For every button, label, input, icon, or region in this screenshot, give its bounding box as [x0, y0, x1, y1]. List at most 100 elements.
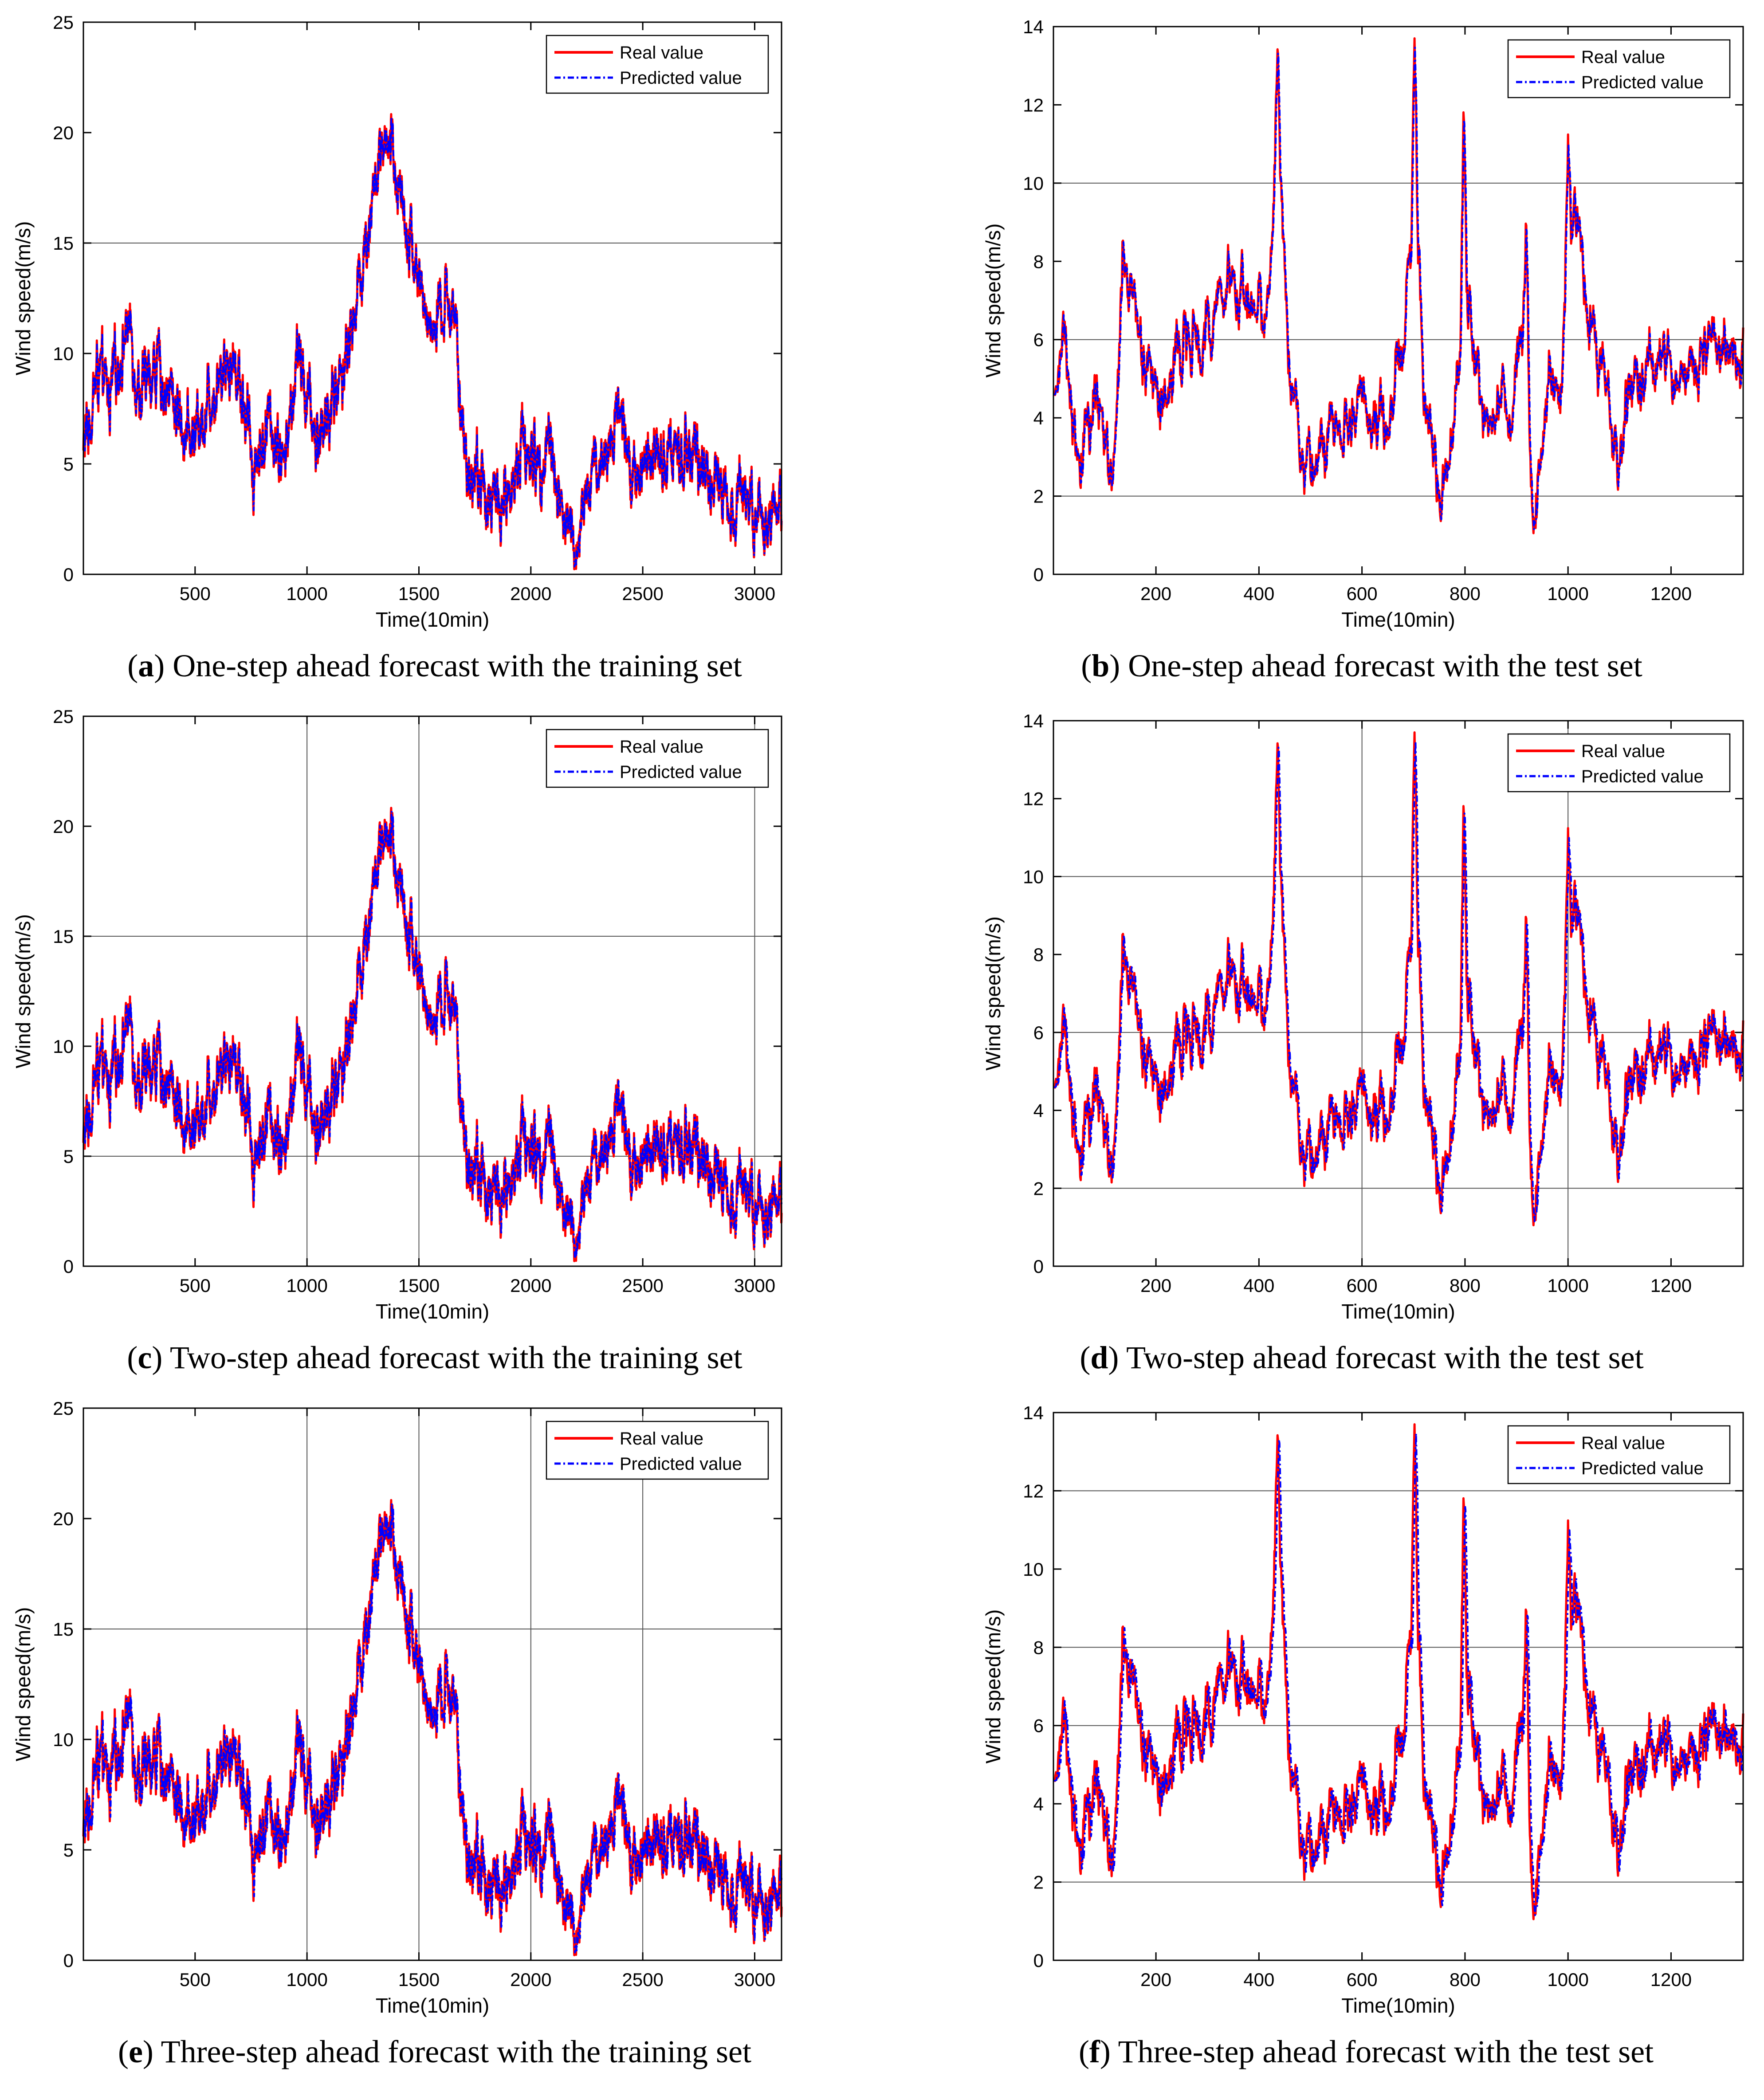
x-tick-label: 3000	[734, 583, 775, 604]
x-tick-label: 800	[1450, 1969, 1481, 1990]
legend-label-real: Real value	[1581, 47, 1665, 67]
x-tick-label: 200	[1140, 1275, 1171, 1296]
x-tick-label: 1500	[398, 1275, 440, 1296]
x-tick-label: 1200	[1650, 583, 1692, 604]
plot-area	[1053, 1413, 1743, 1960]
x-tick-label: 1200	[1650, 1275, 1692, 1296]
x-tick-label: 1200	[1650, 1969, 1692, 1990]
legend-box	[1507, 1425, 1731, 1484]
y-tick-label: 12	[1023, 1480, 1044, 1501]
y-tick-label: 5	[63, 454, 74, 475]
legend-label-predicted: Predicted value	[1581, 1459, 1704, 1478]
x-tick-label: 3000	[734, 1275, 775, 1296]
legend-label-predicted: Predicted value	[620, 762, 742, 782]
y-tick-label: 15	[53, 1619, 74, 1640]
y-tick-label: 6	[1033, 1022, 1044, 1043]
chart-panel-f: 200 400 600 800 1000 1200 0 2 4 6 8 10 12 14 Time(10mi…	[982, 1402, 1744, 2017]
legend-label-real: Real value	[620, 737, 703, 757]
caption-c: (c) Two-step ahead forecast with the tra…	[127, 1340, 743, 1375]
y-tick-label: 10	[1023, 866, 1044, 887]
caption-letter: d	[1090, 1340, 1108, 1375]
y-tick-label: 5	[63, 1146, 74, 1167]
plot-area	[83, 1408, 782, 1960]
y-axis-label: Wind speed(m/s)	[12, 221, 35, 376]
x-tick-label: 1000	[286, 1275, 327, 1296]
x-axis-label: Time(10min)	[1341, 1300, 1455, 1323]
y-tick-label: 10	[1023, 1559, 1044, 1580]
caption-b: (b) One-step ahead forecast with the tes…	[1081, 648, 1642, 683]
series-predicted-value	[1053, 47, 1744, 530]
y-axis-label: Wind speed(m/s)	[982, 224, 1005, 378]
series-predicted-value	[83, 1502, 782, 1954]
chart-panel-e: 500 1000 1500 2000 2500 3000 0 5 10 15 20 25 Time(10…	[12, 1398, 783, 2017]
x-tick-label: 1000	[1547, 1275, 1588, 1296]
x-tick-label: 400	[1243, 583, 1274, 604]
y-tick-label: 4	[1033, 1794, 1044, 1814]
caption-text: ) One-step ahead forecast with the test …	[1109, 648, 1642, 683]
x-axis-label: Time(10min)	[376, 1300, 489, 1323]
caption-letter: b	[1092, 648, 1110, 683]
chart-panel-a: 500 1000 1500 2000 2500 3000 0 5 10 15 20 25 Time(10…	[12, 12, 783, 631]
x-axis-label: Time(10min)	[1341, 1994, 1455, 2017]
y-tick-label: 8	[1033, 1637, 1044, 1658]
y-tick-label: 6	[1033, 1715, 1044, 1736]
x-tick-label: 500	[180, 583, 211, 604]
y-tick-label: 2	[1033, 486, 1044, 507]
caption-letter: a	[138, 648, 154, 683]
y-tick-label: 12	[1023, 789, 1044, 809]
legend-label-real: Real value	[1581, 1433, 1665, 1453]
y-tick-label: 25	[53, 12, 74, 33]
chart-panel-b: 200 400 600 800 1000 1200 0 2 4 6 8 10 12 14 Time(10mi…	[982, 16, 1744, 631]
series-predicted-value	[83, 810, 782, 1260]
x-tick-label: 400	[1243, 1969, 1274, 1990]
legend-box	[1507, 39, 1731, 98]
x-tick-label: 1000	[286, 583, 327, 604]
y-tick-label: 0	[63, 1256, 74, 1277]
y-tick-label: 14	[1023, 1402, 1044, 1423]
caption-text: ) Two-step ahead forecast with the test …	[1108, 1340, 1644, 1375]
y-tick-label: 10	[53, 1729, 74, 1750]
y-tick-label: 8	[1033, 944, 1044, 965]
y-tick-label: 6	[1033, 330, 1044, 350]
legend-label-predicted: Predicted value	[620, 68, 742, 88]
caption-a: (a) One-step ahead forecast with the tra…	[127, 648, 742, 683]
y-tick-label: 0	[1033, 564, 1044, 585]
y-tick-label: 20	[53, 122, 74, 143]
y-tick-label: 20	[53, 816, 74, 837]
x-tick-label: 2500	[622, 1969, 663, 1990]
caption-text: ) Three-step ahead forecast with the tra…	[142, 2034, 752, 2069]
plot-area	[83, 22, 782, 574]
y-axis-label: Wind speed(m/s)	[982, 1609, 1005, 1764]
chart-panel-c: 500 1000 1500 2000 2500 3000 0 5 10 15 20 25 Time(10…	[12, 706, 783, 1323]
x-tick-label: 2500	[622, 1275, 663, 1296]
legend-box	[546, 1421, 769, 1480]
x-axis-label: Time(10min)	[1341, 608, 1455, 631]
y-tick-label: 0	[63, 1950, 74, 1971]
plot-area	[1053, 27, 1743, 574]
plot-area	[83, 716, 782, 1266]
caption-letter: e	[128, 2034, 143, 2069]
axes-box	[1053, 720, 1744, 1267]
legend-label-real: Real value	[620, 43, 703, 63]
x-tick-label: 500	[180, 1969, 211, 1990]
legend-label-real: Real value	[1581, 742, 1665, 761]
y-tick-label: 10	[53, 1036, 74, 1057]
y-tick-label: 15	[53, 926, 74, 947]
x-tick-label: 1000	[1547, 1969, 1588, 1990]
legend-box	[546, 35, 769, 94]
caption-d: (d) Two-step ahead forecast with the tes…	[1080, 1340, 1644, 1375]
caption-letter: c	[138, 1340, 152, 1375]
x-axis-label: Time(10min)	[376, 608, 489, 631]
x-tick-label: 1000	[1547, 583, 1588, 604]
x-tick-label: 2000	[510, 1275, 551, 1296]
caption-letter: f	[1089, 2034, 1100, 2069]
y-tick-label: 2	[1033, 1178, 1044, 1199]
x-tick-label: 2000	[510, 583, 551, 604]
y-tick-label: 0	[63, 564, 74, 585]
axes-box	[1053, 1412, 1744, 1961]
y-tick-label: 12	[1023, 94, 1044, 115]
y-axis-label: Wind speed(m/s)	[12, 914, 35, 1068]
legend-label-real: Real value	[620, 1429, 703, 1448]
